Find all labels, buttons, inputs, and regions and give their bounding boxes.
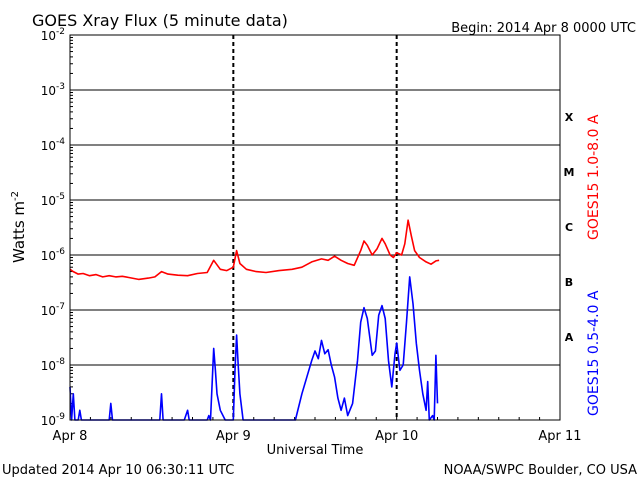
- legend-short-channel: GOES15 0.5-4.0 A: [586, 290, 602, 416]
- x-tick-label: Apr 11: [538, 429, 581, 444]
- y-tick-exp: -3: [56, 82, 65, 92]
- y-tick-exp: -2: [56, 27, 65, 37]
- flare-class-x: X: [565, 111, 574, 124]
- y-tick-exp: -6: [56, 247, 65, 257]
- source-credit: NOAA/SWPC Boulder, CO USA: [444, 463, 637, 478]
- x-axis-label: Universal Time: [267, 443, 364, 458]
- plot-frame: [69, 34, 561, 421]
- y-tick-base: 10: [41, 249, 56, 263]
- x-axis-ticks: Apr 8 Apr 9 Apr 10 Apr 11: [53, 414, 582, 444]
- updated-timestamp: Updated 2014 Apr 10 06:30:11 UTC: [2, 463, 234, 478]
- y-axis-ticks: 10-210-310-410-510-610-710-810-9: [41, 27, 73, 428]
- series-short-channel-line: [69, 276, 439, 421]
- y-tick-exp: -5: [56, 192, 65, 202]
- y-tick-base: 10: [41, 84, 56, 98]
- y-tick-label: 10-3: [41, 82, 65, 98]
- y-tick-label: 10-6: [41, 247, 66, 263]
- y-tick-exp: -7: [56, 302, 65, 312]
- flare-class-b: B: [565, 276, 573, 289]
- y-tick-exp: -9: [56, 412, 65, 422]
- y-tick-exp: -8: [56, 357, 65, 367]
- series-lines: [69, 219, 440, 421]
- y-tick-label: 10-4: [41, 137, 66, 153]
- x-tick-label: Apr 10: [375, 429, 418, 444]
- y-tick-label: 10-7: [41, 302, 65, 318]
- grid: [70, 89, 560, 366]
- y-tick-label: 10-8: [41, 357, 66, 373]
- x-tick-label: Apr 8: [53, 429, 88, 444]
- y-tick-exp: -4: [56, 137, 65, 147]
- flare-class-c: C: [565, 221, 573, 234]
- y-tick-label: 10-9: [41, 412, 66, 428]
- x-tick-label: Apr 9: [216, 429, 251, 444]
- flare-class-m: M: [564, 166, 575, 179]
- y-axis-label: Watts m-2: [10, 191, 28, 263]
- legend-long-channel: GOES15 1.0-8.0 A: [586, 114, 602, 240]
- begin-label: Begin: 2014 Apr 8 0000 UTC: [451, 21, 636, 36]
- y-tick-label: 10-5: [41, 192, 65, 208]
- y-tick-base: 10: [41, 139, 56, 153]
- series-long-channel-line: [69, 219, 440, 281]
- y-tick-label: 10-2: [41, 27, 65, 43]
- y-axis-label-sup: -2: [10, 191, 21, 201]
- day-boundaries: [232, 35, 398, 420]
- y-tick-base: 10: [41, 414, 56, 428]
- y-axis-label-main: Watts m: [10, 201, 28, 263]
- flare-class-a: A: [565, 331, 574, 344]
- y-tick-base: 10: [41, 194, 56, 208]
- y-tick-base: 10: [41, 29, 56, 43]
- y-tick-base: 10: [41, 359, 56, 373]
- y-tick-base: 10: [41, 304, 56, 318]
- chart-title: GOES Xray Flux (5 minute data): [32, 11, 288, 30]
- flare-class-labels: X M C B A: [564, 111, 575, 344]
